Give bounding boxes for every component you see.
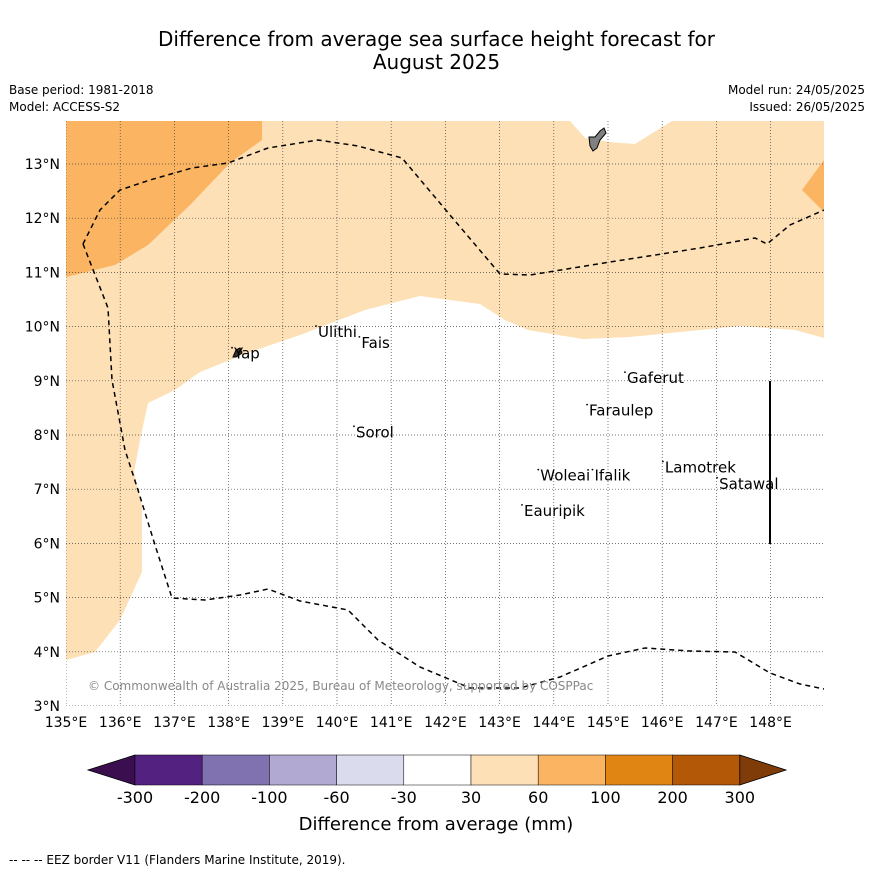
lat-tick-label: 7°N [34, 482, 60, 498]
lat-tick-label: 8°N [34, 428, 60, 444]
anomaly-60-100-region-west [66, 121, 262, 277]
meta-right: Model run: 24/05/2025 Issued: 26/05/2025 [728, 82, 865, 116]
place-label: Woleai [540, 467, 590, 485]
place-label: Lamotrek [665, 459, 736, 477]
lat-tick-label: 9°N [34, 374, 60, 390]
colorbar-tick-label: 30 [461, 788, 481, 807]
lon-tick-label: 146°E [641, 715, 684, 731]
lon-tick-label: 137°E [153, 715, 196, 731]
colorbar-tick-label: -200 [184, 788, 220, 807]
colorbar-segment [470, 754, 539, 786]
colorbar-segment [269, 754, 337, 786]
colorbar-title: Difference from average (mm) [299, 814, 574, 835]
issued-text: Issued: 26/05/2025 [749, 100, 865, 114]
colorbar-tick-label: -300 [117, 788, 153, 807]
map-gridlines [66, 121, 824, 706]
colorbar-tick-label: 300 [725, 788, 756, 807]
colorbar-tick-label: -60 [324, 788, 350, 807]
copyright-text: © Commonwealth of Australia 2025, Bureau… [88, 679, 593, 693]
colorbar: -300 -200 -100 -60 -30 30 60 100 200 300 [86, 754, 788, 807]
map-title: Difference from average sea surface heig… [0, 28, 873, 74]
latitude-tick-labels: 3°N 4°N 5°N 6°N 7°N 8°N 9°N 10°N 11°N 12°N 13°N [25, 157, 60, 715]
lon-tick-label: 139°E [262, 715, 305, 731]
place-marker [315, 325, 317, 327]
place-label: Eauripik [524, 502, 585, 520]
model-text: Model: ACCESS-S2 [9, 100, 121, 114]
colorbar-tick-label: 200 [657, 788, 688, 807]
place-label: Sorol [356, 423, 394, 441]
footer-eez-note: -- -- -- EEZ border V11 (Flanders Marine… [9, 853, 346, 867]
lat-tick-label: 11°N [25, 265, 60, 281]
place-marker [521, 503, 523, 506]
place-label: Satawal [719, 475, 778, 493]
lat-tick-label: 6°N [34, 536, 60, 552]
lon-tick-label: 135°E [45, 715, 88, 731]
place-marker [537, 468, 540, 471]
title-line-1: Difference from average sea surface heig… [157, 27, 716, 51]
place-marker [358, 335, 361, 338]
yap-island [232, 347, 243, 358]
lon-tick-label: 140°E [316, 715, 359, 731]
eez-border-west [82, 243, 824, 690]
colorbar-tick-label: 100 [590, 788, 621, 807]
place-marker [624, 371, 626, 373]
place-label: Ulithi [318, 323, 357, 341]
place-marker [716, 476, 719, 479]
place-label: Ifalik [594, 467, 630, 485]
colorbar-tick-label: -100 [251, 788, 287, 807]
anomaly-30-60-region [66, 121, 824, 660]
colorbar-segment [403, 754, 472, 786]
lon-tick-label: 141°E [370, 715, 413, 731]
guam-island [588, 127, 607, 152]
lat-tick-label: 12°N [25, 211, 60, 227]
lon-tick-label: 143°E [478, 715, 521, 731]
model-run-text: Model run: 24/05/2025 [727, 83, 865, 97]
lat-tick-label: 5°N [34, 591, 60, 607]
place-marker [591, 468, 594, 471]
lon-tick-label: 136°E [99, 715, 142, 731]
lon-tick-label: 145°E [587, 715, 630, 731]
lat-tick-label: 13°N [25, 157, 60, 173]
place-marker [353, 425, 355, 428]
eez-border [82, 139, 824, 276]
lat-tick-label: 4°N [34, 645, 60, 661]
place-label: Faraulep [589, 402, 653, 420]
place-marker [231, 346, 233, 349]
colorbar-segment [605, 754, 673, 786]
lon-tick-label: 147°E [695, 715, 738, 731]
longitude-tick-labels: 135°E 136°E 137°E 138°E 139°E 140°E 141°E 142°E… [45, 715, 792, 731]
meta-left: Base period: 1981-2018 Model: ACCESS-S2 [9, 82, 154, 116]
colorbar-segment [336, 754, 405, 786]
colorbar-tick-label: 60 [528, 788, 548, 807]
base-period-text: Base period: 1981-2018 [9, 83, 154, 97]
lon-tick-label: 142°E [424, 715, 467, 731]
lat-tick-label: 3°N [34, 699, 60, 715]
place-label: Yap [233, 345, 260, 363]
place-label: Gaferut [627, 369, 684, 387]
lon-tick-label: 138°E [207, 715, 250, 731]
lon-tick-label: 144°E [533, 715, 576, 731]
colorbar-extend-low [86, 754, 136, 786]
lat-tick-label: 10°N [25, 320, 60, 336]
anomaly-60-100-region-east [802, 160, 824, 212]
colorbar-segment [134, 754, 203, 786]
lon-tick-label: 148°E [749, 715, 792, 731]
place-marker [662, 460, 664, 463]
place-marker [586, 403, 588, 406]
colorbar-extend-high [739, 754, 788, 786]
title-line-2: August 2025 [372, 50, 501, 74]
colorbar-segment [672, 754, 741, 786]
colorbar-tick-label: -30 [391, 788, 417, 807]
place-label: Fais [361, 334, 390, 352]
colorbar-segment [201, 754, 270, 786]
colorbar-segment [537, 754, 606, 786]
